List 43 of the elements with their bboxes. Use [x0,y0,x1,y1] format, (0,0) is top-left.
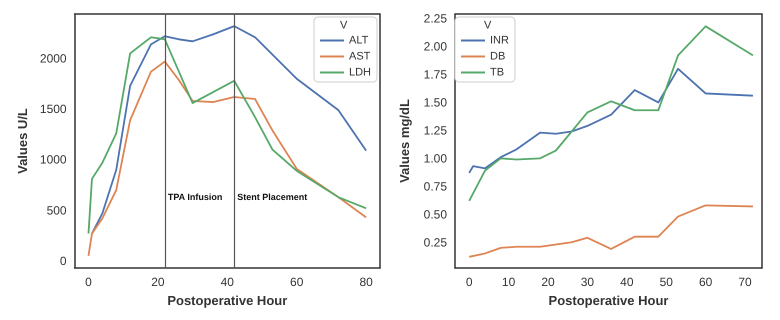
y-tick-label: 0.50 [424,207,448,222]
x-axis-title: Postoperative Hour [167,293,288,308]
legend-label: AST [348,50,371,62]
y-tick-label: 2000 [40,52,67,66]
y-tick-label: 0 [60,254,67,268]
line-series [468,204,754,258]
y-tick-label: 0.75 [424,179,448,194]
x-tick-label: 70 [738,275,752,289]
x-tick-label: 10 [502,275,516,289]
y-tick-label: 2.25 [424,11,448,26]
ref-line-label: TPA Infusion [168,192,222,202]
x-tick-label: 40 [620,275,634,289]
y-tick-label: 1.00 [424,151,448,166]
x-tick-label: 50 [660,275,674,289]
x-tick-label: 40 [220,275,234,289]
y-tick-label: 500 [46,203,67,218]
y-tick-label: 1.50 [424,95,448,110]
legend-label: INR [490,34,509,46]
legend-label: TB [490,66,504,78]
legend-title: V [340,20,348,32]
y-tick-label: 1000 [40,152,67,167]
legend-label: ALT [348,34,369,46]
x-tick-label: 0 [466,275,473,289]
x-tick-label: 20 [541,275,555,289]
x-tick-label: 80 [359,275,374,289]
x-tick-label: 60 [290,275,304,289]
legend-label: DB [490,50,506,62]
y-axis-title: Values mg/dL [397,99,412,183]
x-tick-label: 30 [580,275,594,289]
x-tick-label: 60 [698,275,713,289]
y-tick-label: 1.25 [424,123,448,138]
x-axis-title: Postoperative Hour [548,293,668,308]
x-tick-label: 20 [151,275,165,289]
legend-title: V [484,20,492,32]
ref-line-label: Stent Placement [237,192,308,202]
y-axis-title: Values U/L [15,108,30,174]
line-series [468,68,754,174]
x-tick-label: 0 [85,275,92,289]
y-tick-label: 1.75 [424,67,448,82]
y-tick-label: 1500 [40,102,67,116]
y-tick-label: 0.25 [424,235,448,250]
legend-label: LDH [348,66,372,78]
y-tick-label: 2.00 [424,39,448,54]
